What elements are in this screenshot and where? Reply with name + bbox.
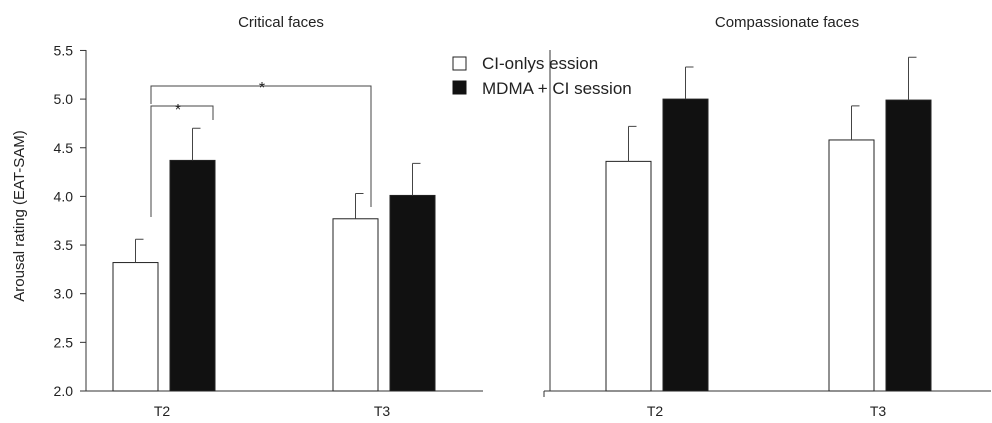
legend-swatch-black <box>452 80 467 95</box>
error-bar <box>355 192 364 219</box>
error-bar <box>412 162 421 196</box>
y-tick-label: 5.0 <box>54 91 74 107</box>
significance-star-t2-t3: * <box>259 80 265 97</box>
y-tick-label: 2.0 <box>54 383 74 399</box>
significance-bracket-t2 <box>150 105 214 217</box>
error-bar <box>908 56 917 101</box>
panel-critical-faces: Critical faces Arousal rating (EAT-SAM) … <box>11 14 483 419</box>
y-tick-label: 5.5 <box>54 42 74 58</box>
legend-label: MDMA + CI session <box>482 79 632 98</box>
y-axis-label: Arousal rating (EAT-SAM) <box>11 130 28 301</box>
bar-t3-mdma-ci <box>885 99 932 392</box>
error-bars-critical <box>135 127 421 263</box>
y-tick-label: 4.5 <box>54 140 74 156</box>
y-tick-label: 3.5 <box>54 237 74 253</box>
bar-t2-mdma-ci <box>169 159 216 392</box>
legend-swatch-white <box>452 56 467 71</box>
y-tick-label: 4.0 <box>54 188 74 204</box>
legend-label: CI-onlys ession <box>482 54 598 73</box>
y-tick-label: 2.5 <box>54 334 74 350</box>
bar-t3-ci-only <box>828 139 875 392</box>
y-tick-label: 3.0 <box>54 286 74 302</box>
panel-title: Critical faces <box>238 14 324 31</box>
legend-item-ci-only: CI-onlys ession <box>452 54 598 73</box>
panel-compassionate-faces: Compassionate faces T2 T3 <box>543 14 991 419</box>
x-tick-labels-critical: T2 T3 <box>154 403 391 419</box>
legend-item-mdma: MDMA + CI session <box>452 79 632 98</box>
error-bar <box>628 125 637 162</box>
bar-t2-ci-only <box>112 262 159 392</box>
bar-t3-mdma-ci <box>389 194 436 392</box>
bars-compassionate <box>605 98 932 392</box>
error-bar <box>192 127 201 161</box>
error-bar <box>685 66 694 100</box>
significance-star-t2: * <box>175 102 181 119</box>
x-tick-label: T3 <box>374 403 391 419</box>
x-tick-label: T2 <box>647 403 664 419</box>
significance-bracket-t2-t3 <box>150 85 372 207</box>
error-bar <box>851 105 860 140</box>
panel-title: Compassionate faces <box>715 14 859 31</box>
bar-t2-mdma-ci <box>662 98 709 392</box>
bar-t3-ci-only <box>332 218 379 392</box>
x-tick-label: T2 <box>154 403 171 419</box>
x-tick-labels-compassionate: T2 T3 <box>647 403 887 419</box>
bar-t2-ci-only <box>605 160 652 392</box>
legend: CI-onlys ession MDMA + CI session <box>452 54 632 98</box>
error-bars-compassionate <box>628 56 917 162</box>
error-bar <box>135 238 144 263</box>
x-tick-label: T3 <box>870 403 887 419</box>
y-ticks: 2.0 2.5 3.0 3.5 4.0 4.5 5.0 5.5 <box>54 42 86 399</box>
bars-critical <box>112 159 436 392</box>
